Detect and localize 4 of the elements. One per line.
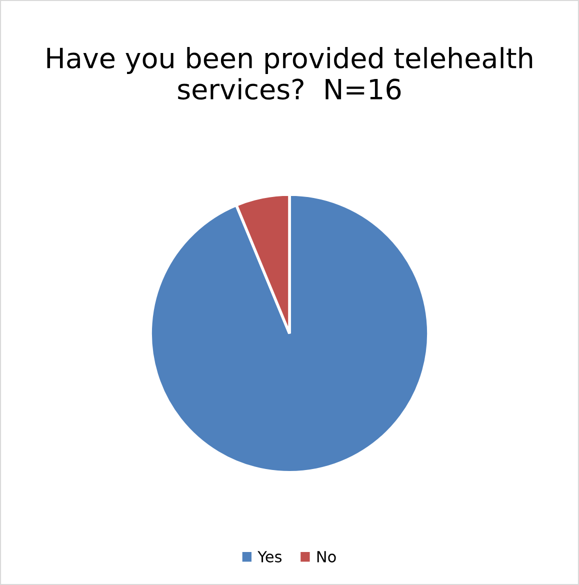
- legend-label: No: [317, 551, 336, 562]
- chart-title: Have you been provided telehealth services? N=16: [47, 47, 532, 100]
- pie-slice: [149, 193, 430, 474]
- legend-label: Yes: [258, 551, 282, 562]
